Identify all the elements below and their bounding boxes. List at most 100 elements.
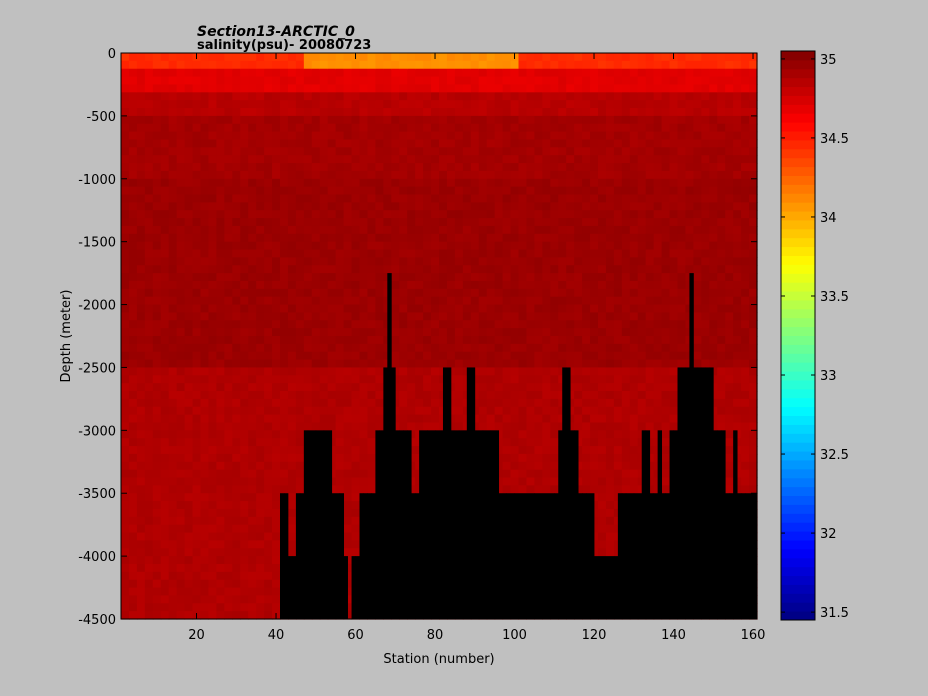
heatmap-cell: [311, 233, 321, 243]
heatmap-cell: [598, 123, 607, 133]
heatmap-cell: [184, 131, 194, 141]
heatmap-cell: [582, 422, 591, 431]
heatmap-cell: [629, 304, 639, 314]
heatmap-cell: [121, 139, 130, 148]
heatmap-cell: [629, 163, 639, 172]
heatmap-cell: [494, 84, 504, 93]
heatmap-cell: [590, 241, 599, 251]
heatmap-cell: [629, 383, 639, 392]
heatmap-cell: [431, 76, 440, 86]
heatmap-cell: [287, 194, 297, 203]
heatmap-cell: [661, 312, 671, 321]
heatmap-cell: [248, 131, 257, 141]
heatmap-cell: [327, 108, 337, 117]
heatmap-cell: [590, 131, 599, 141]
heatmap-cell: [224, 571, 233, 581]
heatmap-cell: [176, 273, 186, 282]
heatmap-cell: [637, 123, 647, 133]
heatmap-cell: [391, 100, 400, 109]
heatmap-cell: [280, 398, 289, 408]
heatmap-cell: [359, 296, 369, 306]
heatmap-cell: [431, 115, 440, 125]
heatmap-cell: [248, 556, 257, 565]
heatmap-cell: [335, 304, 345, 314]
heatmap-cell: [359, 383, 369, 392]
heatmap-cell: [152, 178, 162, 188]
heatmap-cell: [653, 320, 663, 329]
heatmap-cell: [637, 178, 647, 188]
heatmap-cell: [431, 241, 440, 251]
heatmap-cell: [287, 233, 297, 243]
heatmap-cell: [351, 163, 361, 172]
heatmap-cell: [486, 391, 496, 400]
heatmap-cell: [144, 225, 154, 235]
heatmap-cell: [232, 422, 241, 431]
heatmap-cell: [136, 178, 146, 188]
heatmap-cell: [598, 68, 607, 78]
heatmap-cell: [311, 108, 321, 117]
heatmap-cell: [518, 288, 528, 298]
heatmap-cell: [208, 60, 217, 70]
heatmap-cell: [200, 92, 210, 101]
heatmap-cell: [518, 422, 528, 431]
heatmap-cell: [144, 343, 154, 353]
heatmap-cell: [645, 320, 655, 329]
heatmap-cell: [439, 328, 448, 337]
heatmap-cell: [240, 225, 249, 235]
heatmap-cell: [590, 60, 599, 70]
heatmap-cell: [128, 414, 138, 424]
heatmap-cell: [526, 320, 535, 329]
heatmap-cell: [391, 202, 400, 211]
heatmap-cell: [590, 485, 599, 494]
heatmap-cell: [136, 571, 146, 581]
heatmap-cell: [510, 406, 520, 416]
heatmap-cell: [168, 398, 178, 408]
heatmap-cell: [224, 194, 233, 203]
heatmap-cell: [232, 611, 241, 620]
heatmap-cell: [287, 241, 297, 251]
heatmap-cell: [478, 194, 488, 203]
heatmap-cell: [232, 296, 241, 306]
heatmap-cell: [494, 383, 504, 392]
heatmap-cell: [669, 249, 679, 258]
heatmap-cell: [335, 249, 345, 258]
heatmap-cell: [200, 218, 210, 227]
heatmap-cell: [605, 493, 615, 502]
heatmap-cell: [550, 359, 559, 369]
heatmap-cell: [637, 202, 647, 211]
heatmap-cell: [629, 202, 639, 211]
heatmap-cell: [613, 170, 623, 180]
heatmap-cell: [359, 367, 369, 376]
heatmap-cell: [224, 524, 233, 534]
heatmap-cell: [367, 398, 376, 408]
heatmap-cell: [550, 351, 559, 361]
heatmap-cell: [375, 155, 384, 164]
heatmap-cell: [566, 84, 575, 93]
heatmap-cell: [653, 194, 663, 203]
heatmap-cell: [407, 53, 416, 62]
heatmap-cell: [582, 351, 591, 361]
heatmap-cell: [192, 233, 202, 243]
heatmap-cell: [335, 53, 345, 62]
heatmap-cell: [232, 548, 241, 557]
heatmap-cell: [462, 194, 472, 203]
heatmap-cell: [192, 375, 202, 384]
heatmap-cell: [176, 540, 186, 549]
heatmap-cell: [144, 383, 154, 392]
heatmap-cell: [311, 218, 321, 227]
heatmap-cell: [375, 288, 384, 298]
heatmap-cell: [399, 53, 408, 62]
heatmap-cell: [327, 383, 337, 392]
heatmap-cell: [128, 587, 138, 597]
heatmap-cell: [550, 155, 559, 164]
heatmap-cell: [208, 249, 217, 258]
heatmap-cell: [351, 76, 361, 86]
heatmap-cell: [542, 178, 551, 188]
heatmap-cell: [343, 194, 353, 203]
heatmap-cell: [128, 76, 138, 86]
heatmap-cell: [518, 60, 528, 70]
heatmap-cell: [462, 170, 472, 180]
heatmap-cell: [343, 508, 353, 518]
heatmap-cell: [319, 233, 329, 243]
heatmap-cell: [335, 414, 345, 424]
